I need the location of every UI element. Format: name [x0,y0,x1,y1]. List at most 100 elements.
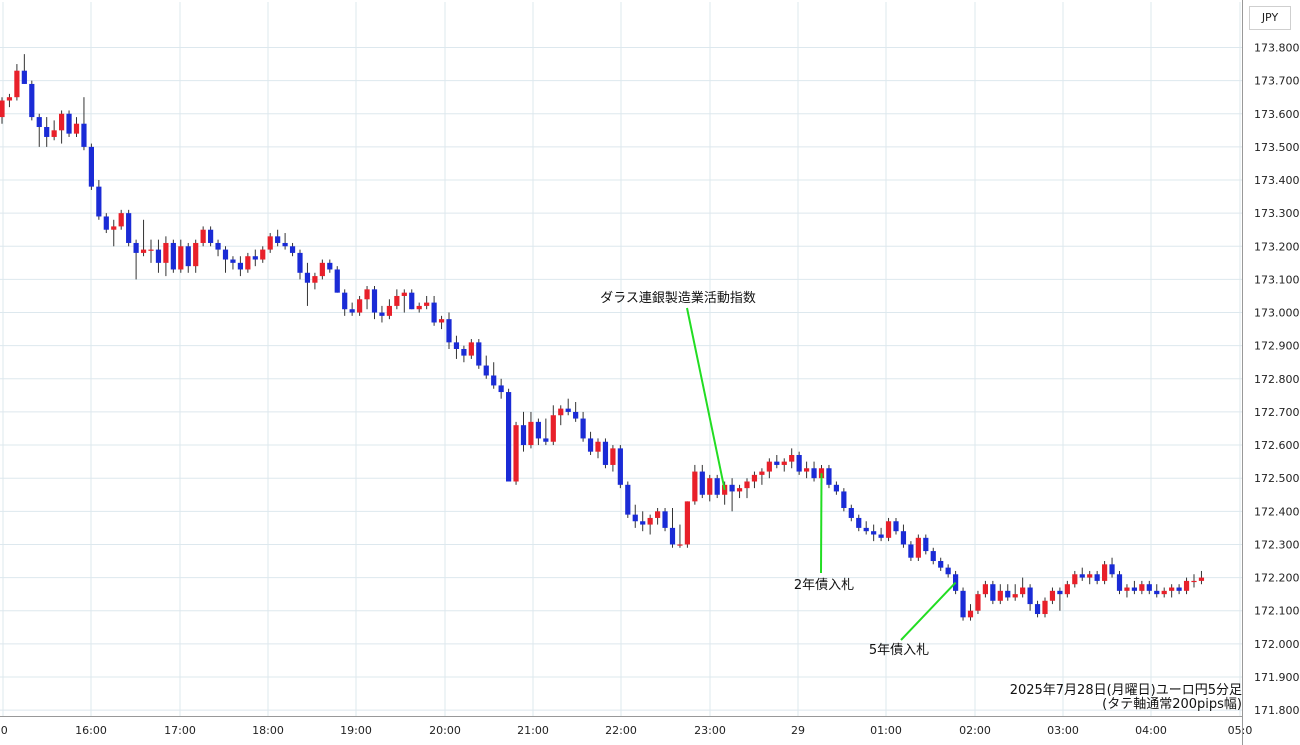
candle [349,302,355,316]
candle-body [736,488,743,492]
candle [252,249,258,267]
y-tick-label: 173.500 [1254,141,1300,154]
candle [29,80,35,121]
candle-body [543,438,549,442]
x-tick-label: 19:00 [340,724,372,737]
candle-body [1131,587,1137,591]
candle-body [260,249,266,260]
candle [550,405,556,446]
y-tick-label: 173.700 [1254,75,1300,88]
candle-body [126,213,132,243]
candle-body [155,249,162,263]
candle-body [1072,574,1078,585]
candle [528,411,534,449]
candle [73,117,80,137]
x-tick-label: 16:00 [75,724,107,737]
candle [945,564,951,578]
candle [587,431,594,455]
candle [245,252,251,273]
candle-body [1183,580,1190,591]
candle-body [729,484,735,492]
y-tick-label: 173.400 [1254,174,1300,187]
candle [856,514,862,532]
candle [44,117,50,147]
y-tick-label: 172.300 [1254,538,1300,551]
candle-body [684,501,690,545]
candle [1131,580,1137,595]
candle-body [841,491,847,509]
candle [1183,577,1190,595]
candle [193,239,199,273]
candle [826,464,832,489]
candle [476,339,482,369]
candle [230,256,236,270]
candle-body [446,319,452,343]
candle-body [804,468,810,472]
candle [126,209,132,247]
candle-body [513,425,519,482]
candle [997,584,1003,605]
candle-body [483,365,489,376]
x-tick-label: 29 [791,724,805,737]
candle-body [707,478,713,495]
annotation-label: 2年債入札 [794,578,854,593]
candle [431,295,437,326]
candle [595,438,601,459]
y-tick-label: 172.200 [1254,572,1300,585]
candle [848,504,854,522]
candle-body [1139,584,1145,591]
candle-body [923,537,929,552]
candle [21,54,27,84]
candle-body [811,468,817,479]
chart-caption-subtitle: (タテ軸通常200pips幅) [1102,697,1242,712]
candle [1102,561,1108,585]
grid-lines [0,2,1242,716]
candle [684,501,690,548]
candle-body [386,305,392,316]
candle-body [573,411,579,419]
candle-body [371,289,378,313]
x-tick-label: 04:00 [1135,724,1167,737]
candle [170,239,176,273]
candle-body [796,454,802,472]
candle [1027,584,1033,611]
x-tick-label: 21:00 [517,724,549,737]
candle [878,527,884,542]
chart-caption-title: 2025年7月28日(月曜日)ユーロ円5分足 [1009,683,1242,698]
candle [0,97,5,124]
candle [461,345,467,363]
candle-body [468,342,474,356]
candle-body [647,517,653,525]
candle [625,481,631,518]
candle-body [275,236,281,243]
candle-body [1116,574,1123,591]
candle [871,524,877,542]
y-tick-label: 172.400 [1254,505,1300,518]
candle [14,64,20,101]
candle-body [1020,587,1026,595]
candle [707,474,713,502]
candle [140,219,147,257]
x-tick-label: 20:00 [429,724,461,737]
candle-body [558,408,564,416]
candle [736,484,743,499]
candle-body [893,521,899,532]
candle [327,259,333,273]
candle-body [431,302,437,323]
candle [647,514,653,535]
candle-body [900,531,907,545]
candle-body [789,454,795,462]
candle [1079,567,1085,581]
candle-body [88,146,94,187]
candle [111,219,117,247]
candle-body [766,461,772,472]
candle [804,461,810,479]
candle-body [327,262,333,270]
candle [133,239,139,280]
candle-body [96,186,102,217]
x-tick-label: 03:00 [1047,724,1079,737]
candle-body [1027,587,1033,605]
candle [692,464,698,505]
candle-body [655,511,661,518]
candle [729,478,735,512]
